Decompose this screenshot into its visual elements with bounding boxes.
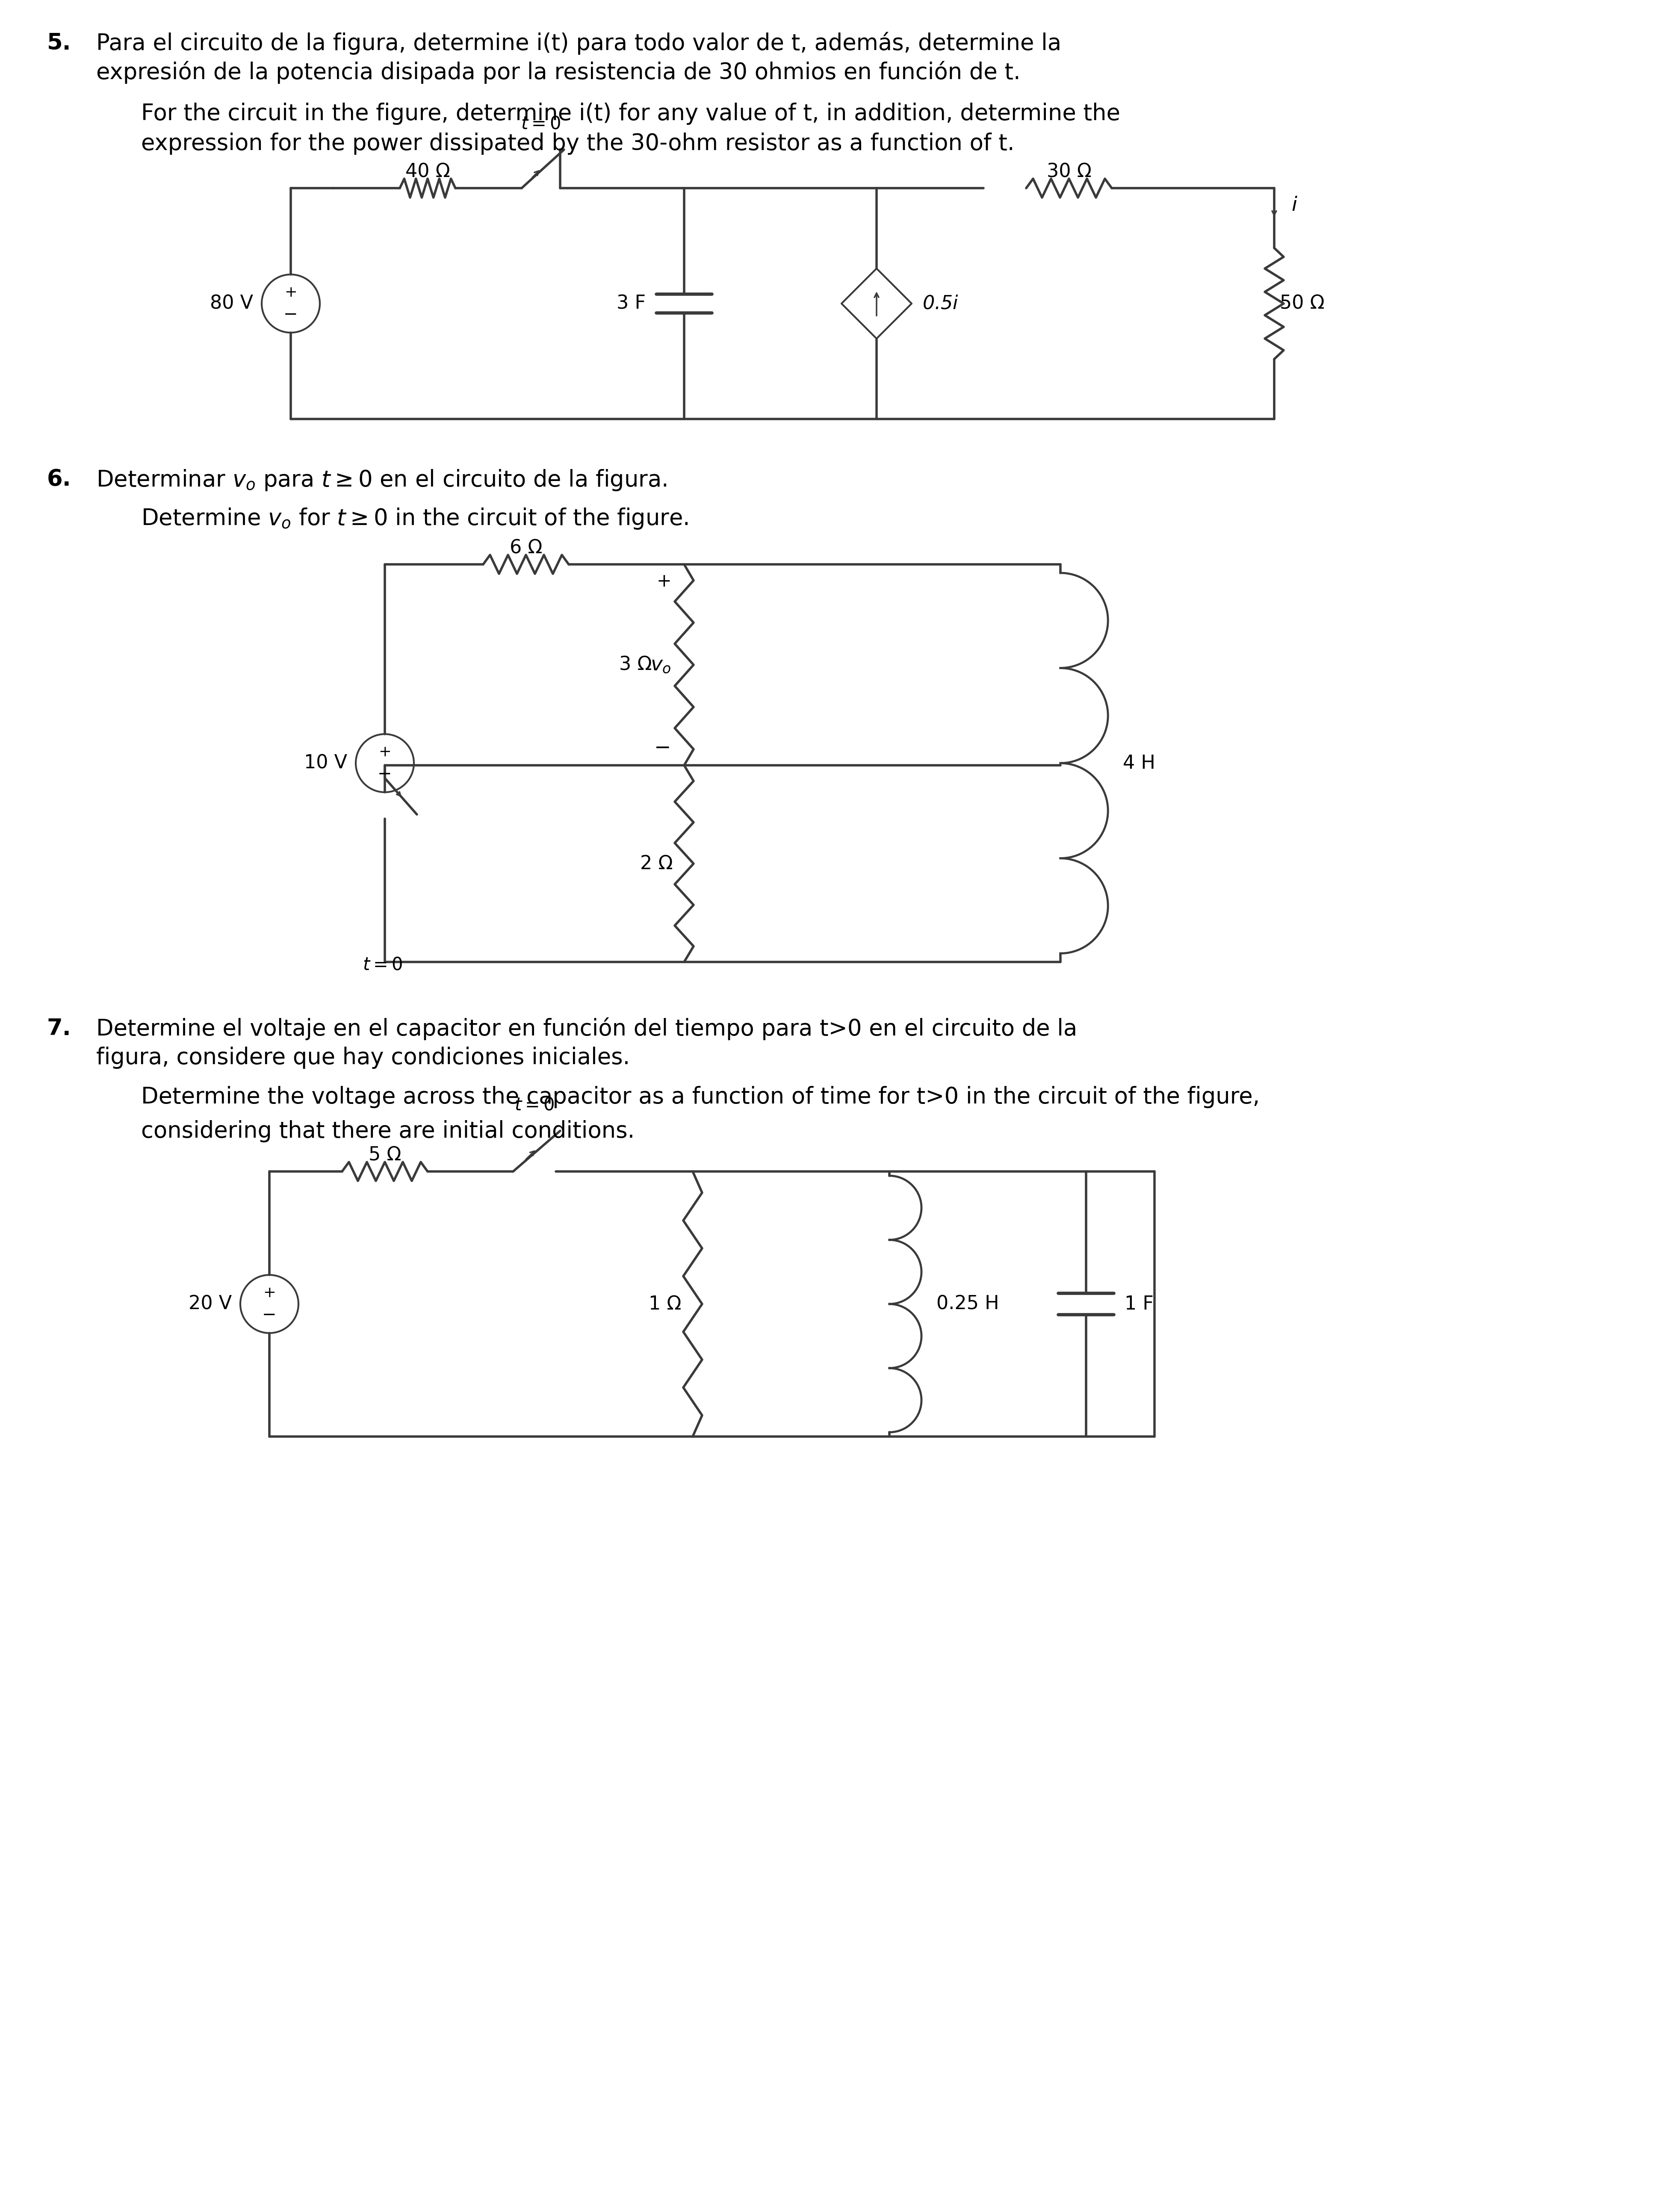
Text: 20 V: 20 V	[188, 1294, 232, 1314]
Text: expresión de la potencia disipada por la resistencia de 30 ohmios en función de : expresión de la potencia disipada por la…	[96, 61, 1020, 83]
Text: 5.: 5.	[47, 33, 71, 55]
Text: 3 F: 3 F	[617, 295, 645, 313]
Text: expression for the power dissipated by the 30-ohm resistor as a function of t.: expression for the power dissipated by t…	[141, 133, 1015, 155]
Text: $v_o$: $v_o$	[650, 656, 670, 675]
Text: 2 Ω: 2 Ω	[640, 855, 672, 872]
Text: 0.25 H: 0.25 H	[936, 1294, 1000, 1314]
Text: 1 F: 1 F	[1124, 1294, 1154, 1314]
Text: −: −	[284, 306, 297, 324]
Text: $i$: $i$	[1290, 195, 1297, 214]
Text: 5 Ω: 5 Ω	[368, 1145, 402, 1165]
Text: $t = 0$: $t = 0$	[514, 1095, 554, 1113]
Text: Para el circuito de la figura, determine i(t) para todo valor de t, además, dete: Para el circuito de la figura, determine…	[96, 33, 1062, 55]
Text: 7.: 7.	[47, 1016, 71, 1041]
Text: 3 Ω: 3 Ω	[620, 656, 652, 673]
Text: 6 Ω: 6 Ω	[509, 540, 543, 557]
Text: Determine el voltaje en el capacitor en función del tiempo para t>0 en el circui: Determine el voltaje en el capacitor en …	[96, 1016, 1077, 1041]
Text: 80 V: 80 V	[210, 295, 254, 313]
Text: −: −	[378, 765, 391, 783]
Text: 40 Ω: 40 Ω	[405, 162, 450, 181]
Text: 4 H: 4 H	[1122, 754, 1156, 772]
Text: considering that there are initial conditions.: considering that there are initial condi…	[141, 1119, 635, 1143]
Text: −: −	[262, 1307, 277, 1323]
Text: 50 Ω: 50 Ω	[1278, 295, 1324, 313]
Text: −: −	[654, 739, 670, 759]
Text: +: +	[264, 1285, 276, 1301]
Text: 10 V: 10 V	[304, 754, 348, 772]
Text: Determinar $v_o$ para $t \geq 0$ en el circuito de la figura.: Determinar $v_o$ para $t \geq 0$ en el c…	[96, 468, 667, 492]
Text: Determine the voltage across the capacitor as a function of time for t>0 in the : Determine the voltage across the capacit…	[141, 1086, 1260, 1108]
Text: 6.: 6.	[47, 468, 71, 490]
Text: For the circuit in the figure, determine i(t) for any value of t, in addition, d: For the circuit in the figure, determine…	[141, 103, 1121, 125]
Text: +: +	[284, 284, 297, 299]
Text: figura, considere que hay condiciones iniciales.: figura, considere que hay condiciones in…	[96, 1047, 630, 1069]
Text: 30 Ω: 30 Ω	[1047, 162, 1090, 181]
Text: Determine $v_o$ for $t \geq 0$ in the circuit of the figure.: Determine $v_o$ for $t \geq 0$ in the ci…	[141, 507, 689, 531]
Text: 0.5$i$: 0.5$i$	[922, 295, 958, 313]
Text: +: +	[657, 573, 670, 590]
Text: $t = 0$: $t = 0$	[521, 114, 561, 133]
Text: $t = 0$: $t = 0$	[363, 955, 403, 973]
Text: +: +	[378, 745, 391, 759]
Text: 1 Ω: 1 Ω	[648, 1294, 680, 1314]
